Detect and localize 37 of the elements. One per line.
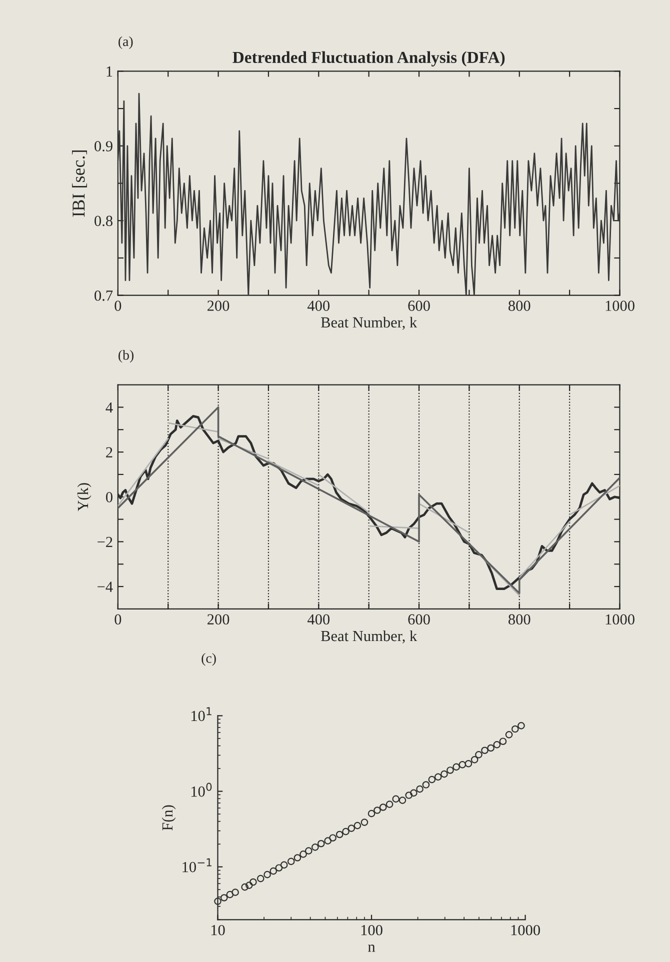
x-tick-label: 200: [208, 300, 230, 311]
x-tick-label: 600: [408, 614, 430, 625]
x-axis-title: Beat Number, k: [321, 630, 418, 644]
x-tick-label: 600: [408, 300, 430, 311]
y-axis-title: IBI [sec.]: [72, 150, 87, 217]
x-tick-label: 100: [361, 924, 382, 936]
x-tick-label: 800: [508, 614, 530, 625]
chart-title: Detrended Fluctuation Analysis (DFA): [232, 51, 505, 66]
y-tick-label: 0.9: [94, 141, 112, 152]
x-tick-label: 10: [211, 924, 225, 936]
y-tick-label: 10$^{0}$: [191, 782, 212, 797]
y-tick-label: −4: [98, 582, 113, 592]
y-tick-label: 0.8: [94, 216, 112, 226]
text: (a): [118, 36, 133, 49]
y-tick-label: 4: [106, 402, 113, 413]
y-tick-label: −2: [98, 536, 112, 548]
x-tick-label: 1000: [606, 300, 634, 311]
y-tick-label: 1: [106, 66, 112, 76]
x-tick-label: 1000: [511, 924, 540, 936]
x-tick-label: 800: [508, 300, 530, 311]
y-tick-label: 2: [106, 447, 112, 458]
text: (c): [202, 653, 216, 666]
x-tick-label: 400: [307, 300, 330, 311]
x-tick-label: 1000: [606, 614, 634, 625]
x-tick-label: 0: [114, 300, 122, 311]
text: (b): [118, 350, 134, 363]
y-tick-label: 0: [106, 492, 112, 502]
x-tick-label: 200: [208, 614, 230, 625]
y-tick-label: 0.7: [94, 290, 113, 301]
y-axis-title: Y(k): [77, 483, 92, 512]
x-tick-label: 0: [114, 614, 122, 625]
x-axis-title: n: [368, 944, 376, 952]
y-tick-label: 10$^{−1}$: [182, 858, 212, 872]
x-axis-title: Beat Number, k: [321, 316, 418, 330]
y-tick-label: 10$^{1}$: [191, 707, 212, 722]
x-tick-label: 400: [307, 614, 330, 625]
y-axis-title: F(n): [162, 805, 176, 830]
